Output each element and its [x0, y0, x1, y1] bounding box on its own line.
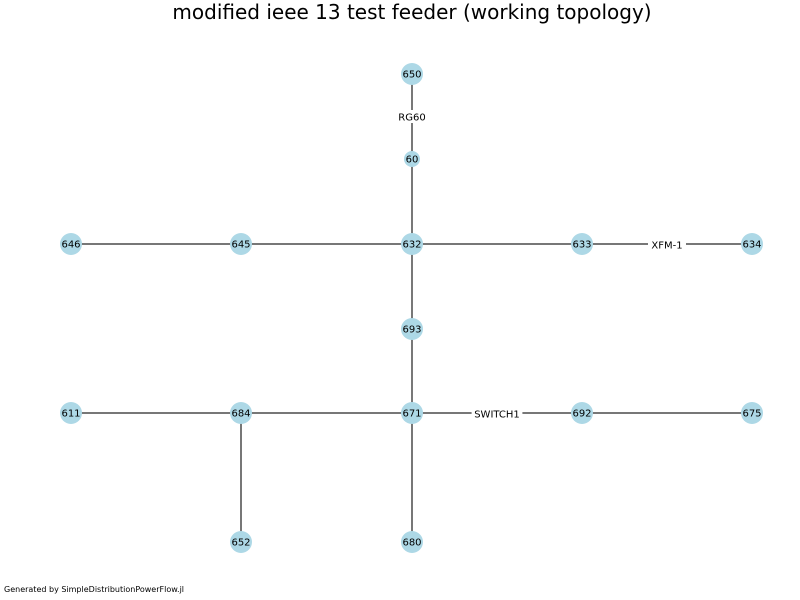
bus-node-label: 633	[572, 240, 591, 251]
edge-layer	[71, 74, 752, 542]
bus-node-684: 684	[230, 402, 252, 424]
bus-node-label: 632	[402, 240, 421, 251]
bus-node-label: 650	[402, 70, 421, 81]
bus-node-646: 646	[60, 233, 82, 255]
bus-node-label: 646	[61, 240, 80, 251]
bus-node-645: 645	[230, 233, 252, 255]
bus-node-label: 693	[402, 325, 421, 336]
bus-node-circle	[571, 402, 593, 424]
bus-node-680: 680	[401, 531, 423, 553]
node-layer: 650 60 646 645 632 633 634 693 611 684 671 692 675 65…	[60, 63, 763, 553]
bus-node-circle	[230, 233, 252, 255]
diagram-title: modified ieee 13 test feeder (working to…	[172, 0, 651, 24]
bus-node-circle	[571, 233, 593, 255]
bus-node-label: 60	[406, 155, 419, 166]
bus-node-circle	[60, 233, 82, 255]
bus-node-611: 611	[60, 402, 82, 424]
bus-node-label: 652	[231, 538, 250, 549]
bus-node-label: 692	[572, 409, 591, 420]
bus-node-circle	[60, 402, 82, 424]
bus-node-label: 611	[61, 409, 80, 420]
bus-node-label: 684	[231, 409, 250, 420]
edge-label-xfm-1: XFM-1	[651, 241, 682, 252]
bus-node-circle	[741, 402, 763, 424]
bus-node-circle	[401, 402, 423, 424]
bus-node-circle	[230, 402, 252, 424]
bus-node-circle	[230, 531, 252, 553]
edge-label-switch1: SWITCH1	[474, 410, 520, 421]
bus-node-650: 650	[401, 63, 423, 85]
bus-node-label: 634	[742, 240, 761, 251]
bus-node-632: 632	[401, 233, 423, 255]
bus-node-633: 633	[571, 233, 593, 255]
bus-node-label: 645	[231, 240, 250, 251]
bus-node-693: 693	[401, 318, 423, 340]
edge-label-rg60: RG60	[398, 113, 425, 124]
bus-node-671: 671	[401, 402, 423, 424]
bus-node-circle	[401, 63, 423, 85]
bus-node-label: 671	[402, 409, 421, 420]
bus-node-692: 692	[571, 402, 593, 424]
edge-label-background	[396, 110, 428, 123]
edge-label-background	[471, 407, 523, 420]
bus-node-circle	[401, 531, 423, 553]
bus-node-652: 652	[230, 531, 252, 553]
bus-node-circle	[741, 233, 763, 255]
edge-label-layer: RG60 XFM-1 SWITCH1	[396, 110, 686, 421]
bus-node-634: 634	[741, 233, 763, 255]
footer-credit: Generated by SimpleDistributionPowerFlow…	[4, 585, 184, 594]
bus-node-675: 675	[741, 402, 763, 424]
bus-node-60: 60	[404, 151, 420, 167]
bus-node-circle	[404, 151, 420, 167]
bus-node-circle	[401, 318, 423, 340]
bus-node-label: 675	[742, 409, 761, 420]
edge-label-background	[648, 238, 686, 251]
bus-node-label: 680	[402, 538, 421, 549]
bus-node-circle	[401, 233, 423, 255]
